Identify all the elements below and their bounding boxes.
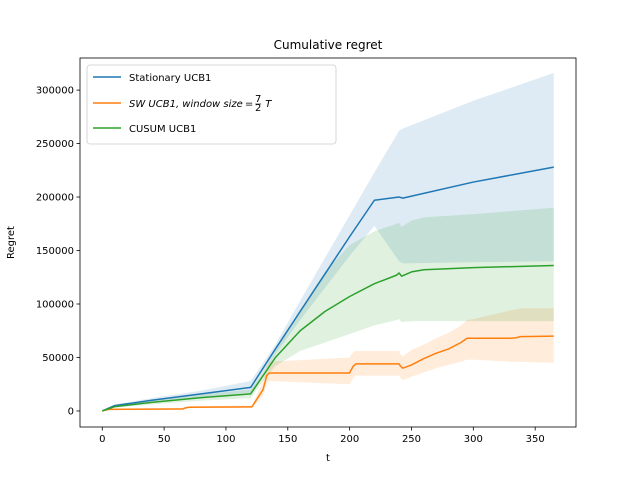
legend-label-suffix: T — [265, 99, 272, 110]
legend-box — [86, 64, 337, 145]
x-tick-label: 300 — [464, 434, 483, 445]
legend-fraction-denominator: 2 — [255, 103, 261, 114]
legend-label-2: CUSUM UCB1 — [129, 124, 196, 135]
x-tick-label: 350 — [526, 434, 545, 445]
legend-label-equals: = — [245, 99, 253, 110]
x-tick-label: 250 — [402, 434, 421, 445]
legend-label-prefix: SW UCB1, window size — [129, 99, 243, 110]
series-line-1 — [102, 335, 554, 412]
series-lines — [101, 166, 554, 412]
chart-title: Cumulative regret — [274, 38, 383, 52]
x-axis-ticks: 0 50 100 150 200 250 300 350 — [99, 427, 545, 445]
y-tick-label: 50000 — [42, 353, 74, 364]
y-tick-label: 300000 — [36, 86, 74, 97]
legend-label-0: Stationary UCB1 — [129, 73, 211, 84]
y-tick-label: 250000 — [36, 139, 74, 150]
confidence-band-1 — [102, 308, 554, 411]
x-tick-label: 150 — [278, 434, 297, 445]
series-line-2 — [102, 264, 554, 412]
x-tick-label: 100 — [216, 434, 235, 445]
series-line-0 — [101, 166, 554, 412]
y-tick-label: 100000 — [36, 300, 74, 311]
y-tick-label: 200000 — [36, 193, 74, 204]
y-tick-label: 0 — [68, 406, 74, 417]
y-axis-title: Regret — [6, 226, 17, 259]
legend-fraction-numerator: 7 — [255, 94, 261, 105]
x-axis-title: t — [326, 453, 330, 464]
y-tick-label: 150000 — [36, 246, 74, 257]
plot-frame — [79, 57, 577, 428]
x-tick-label: 200 — [340, 434, 359, 445]
y-axis-ticks: 0 50000 100000 150000 200000 250000 300000 — [36, 86, 80, 417]
x-tick-label: 0 — [99, 434, 105, 445]
confidence-band-0 — [102, 72, 554, 411]
x-tick-label: 50 — [158, 434, 171, 445]
legend: Stationary UCB1 SW UCB1, window size = 72 T C… — [86, 64, 337, 145]
